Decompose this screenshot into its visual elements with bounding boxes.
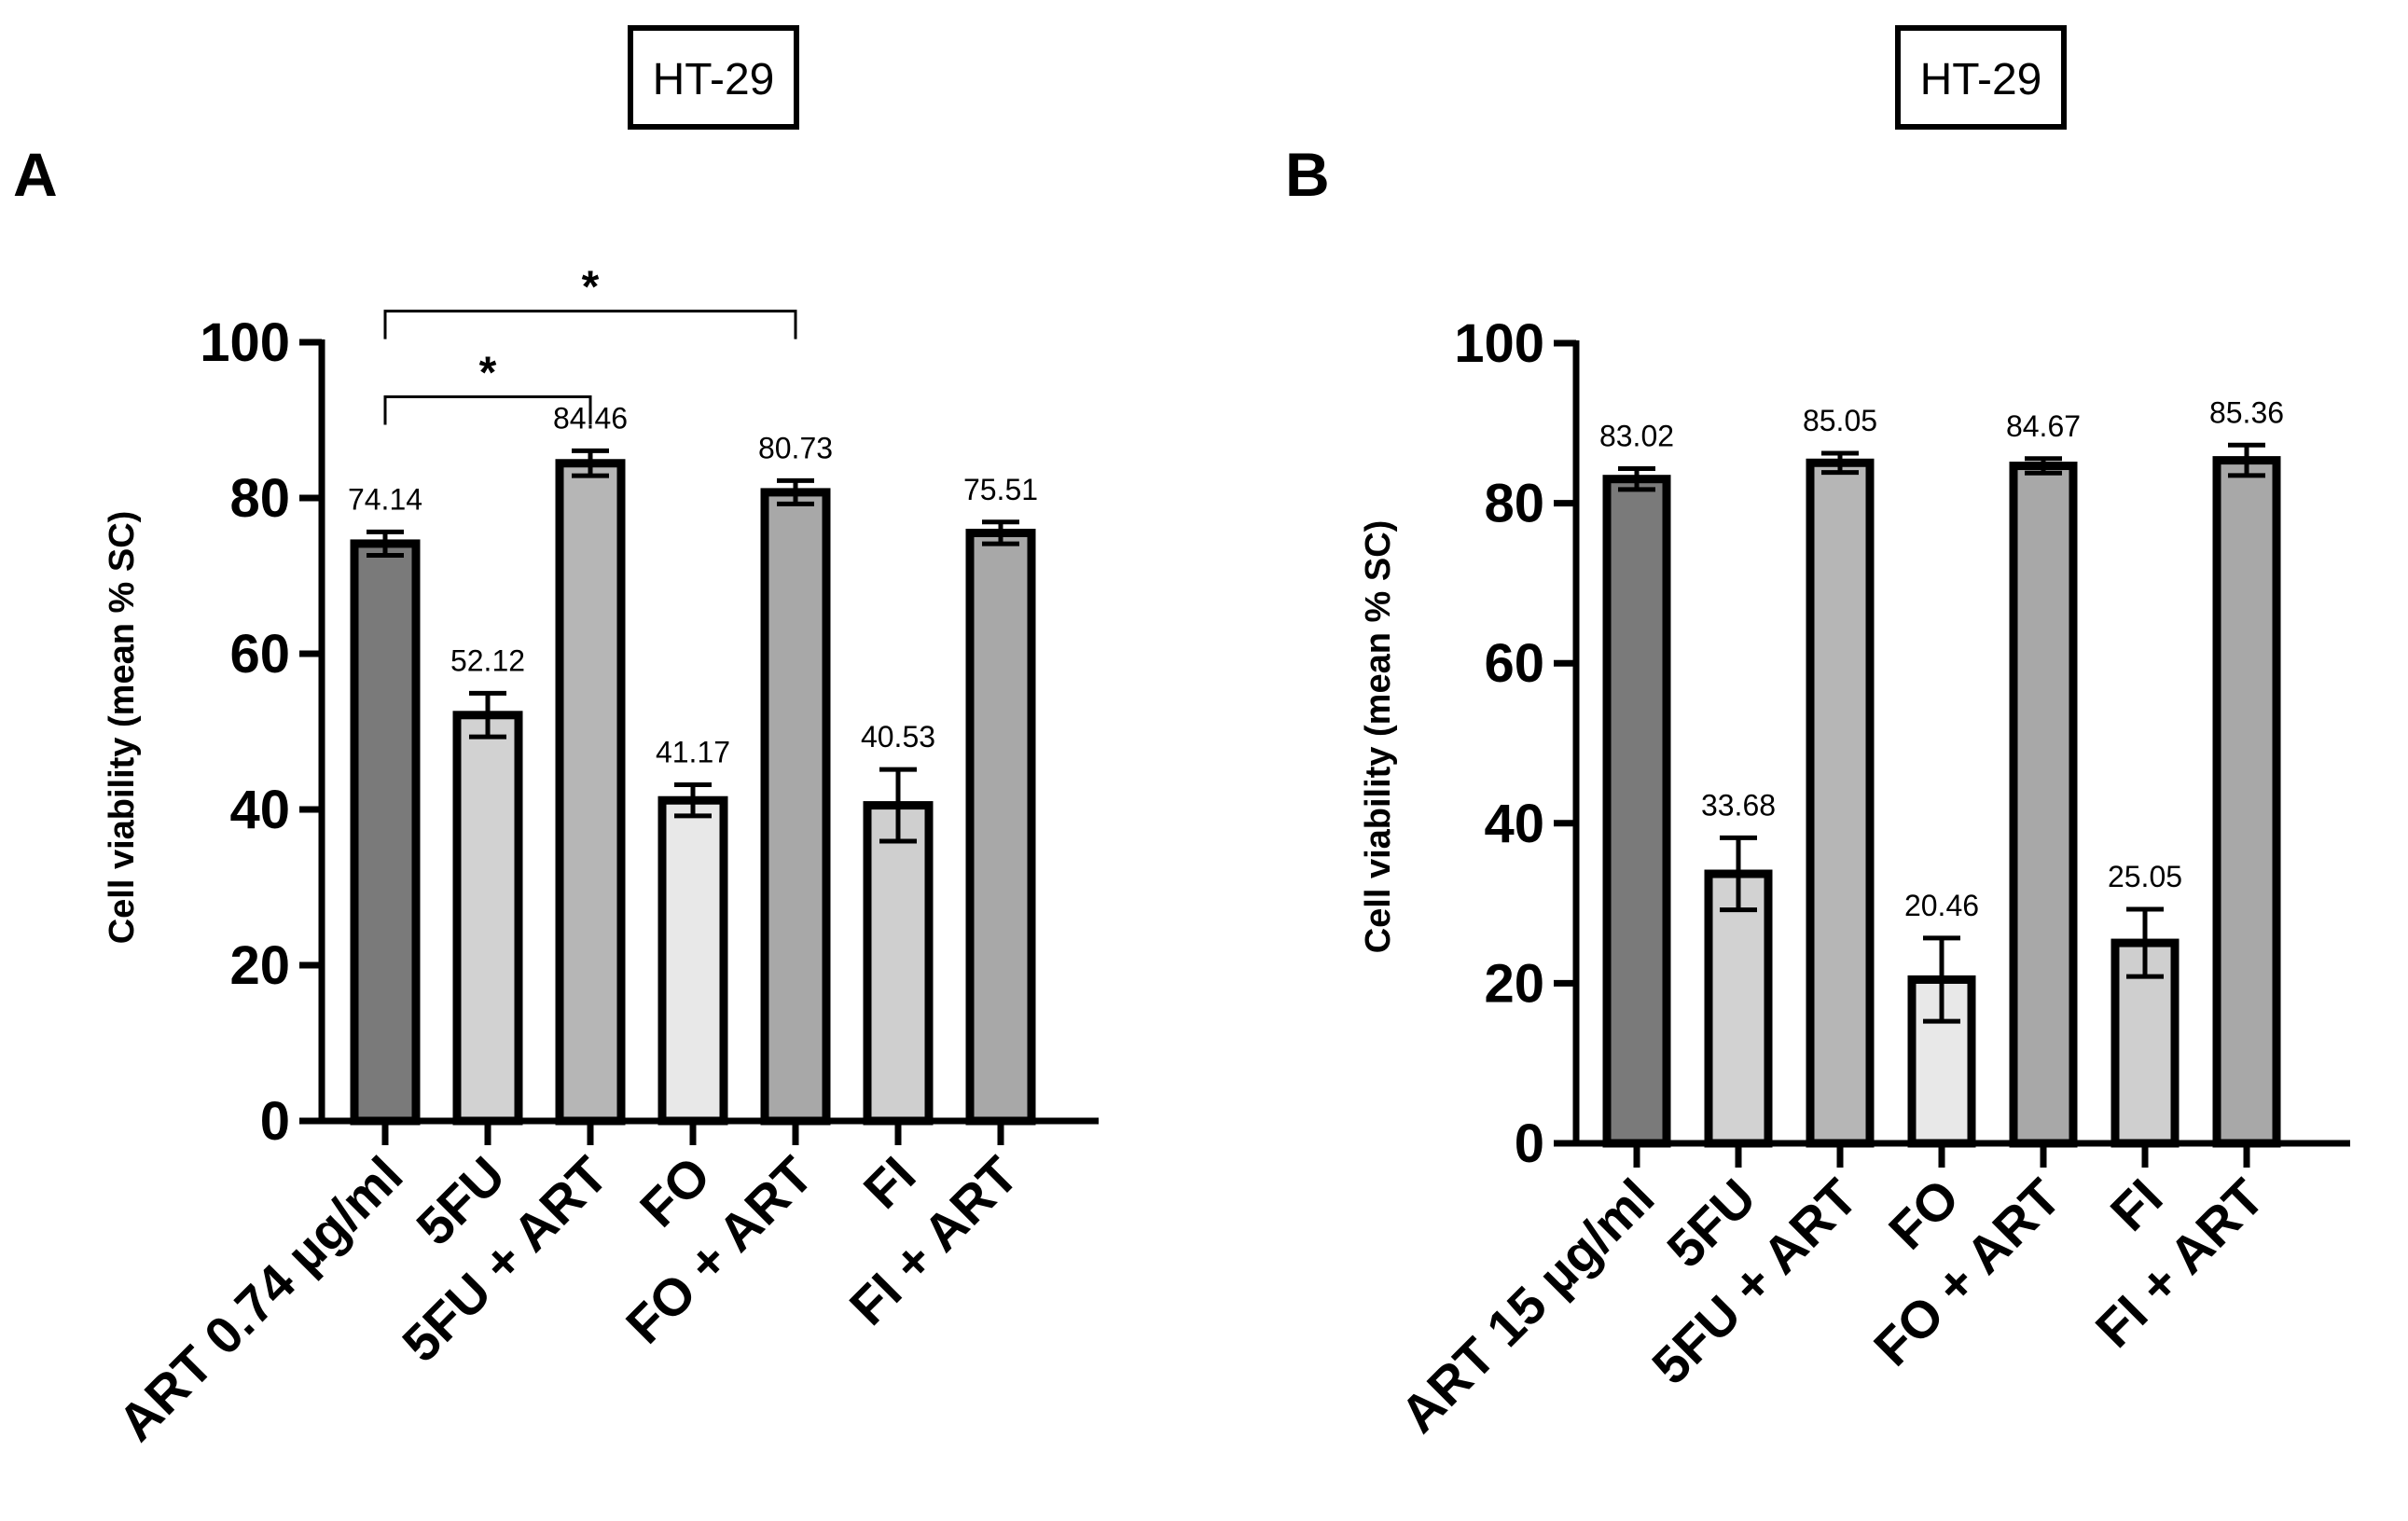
panel-a-data-label: 52.12	[450, 643, 525, 677]
panel-b-y-tick-label: 20	[1484, 953, 1544, 1014]
panel-b-bar	[1602, 475, 1671, 1148]
panel-a-data-label: 74.14	[348, 482, 422, 516]
panel-a-data-label: 75.51	[963, 473, 1038, 506]
panel-b-y-axis-label: Cell viability (mean % SC)	[1359, 520, 1398, 954]
panel-b-data-label: 85.36	[2209, 395, 2284, 429]
panel-a-bar	[863, 801, 934, 1126]
panel-b-y-tick-label: 100	[1454, 313, 1544, 374]
panel-b-bar	[2009, 462, 2078, 1148]
panel-a-bar	[350, 539, 421, 1126]
panel-a-y-tick-label: 40	[229, 780, 290, 840]
panel-a-y-tick-label: 100	[200, 312, 290, 373]
panel-a-title-box	[628, 25, 799, 130]
panel-a-y-tick-label: 0	[260, 1091, 290, 1152]
panel-a-y-tick-label: 80	[229, 468, 290, 529]
panel-a-significance-label: *	[479, 348, 497, 397]
panel-a-bar	[965, 528, 1036, 1126]
panel-b-data-label: 20.46	[1904, 889, 1979, 922]
panel-b-data-label: 83.02	[1599, 420, 1674, 453]
panel-a-significance-bracket	[383, 394, 592, 425]
panel-b-bar	[2212, 456, 2281, 1148]
panel-b-y-tick-label: 60	[1484, 633, 1544, 694]
panel-a-bar	[760, 488, 831, 1126]
panel-a-data-label: 40.53	[861, 720, 935, 754]
panel-b-letter: B	[1285, 140, 1330, 209]
panel-a-y-tick-label: 60	[229, 624, 290, 684]
panel-b-y-tick-label: 0	[1515, 1113, 1544, 1174]
panel-a-significance-label: *	[582, 263, 600, 312]
panel-a-y-axis-label: Cell viability (mean % SC)	[103, 511, 142, 945]
panel-b-y-tick-label: 40	[1484, 794, 1544, 854]
panel-b-bar	[1704, 869, 1773, 1148]
panel-a-data-label: 41.17	[656, 736, 730, 769]
panel-b-title: HT-29	[1920, 55, 2042, 104]
panel-b-data-label: 33.68	[1701, 788, 1776, 822]
panel-b-data-label: 84.67	[2006, 409, 2081, 443]
panel-b-title-box	[1895, 25, 2067, 130]
panel-a-letter: A	[13, 140, 58, 209]
panel-b-data-label: 25.05	[2108, 860, 2182, 893]
panel-a-bar	[452, 711, 523, 1126]
panel-a-y-tick-label: 20	[229, 935, 290, 996]
panel-a-significance-bracket	[383, 310, 797, 339]
panel-a-bar	[555, 459, 626, 1126]
panel-a-data-label: 80.73	[758, 431, 833, 464]
panel-b-data-label: 85.05	[1803, 404, 1877, 437]
panel-b-y-tick-label: 80	[1484, 474, 1544, 534]
panel-b-bar	[1806, 458, 1875, 1148]
panel-a-title: HT-29	[653, 55, 775, 104]
panel-a-bar	[657, 795, 728, 1126]
